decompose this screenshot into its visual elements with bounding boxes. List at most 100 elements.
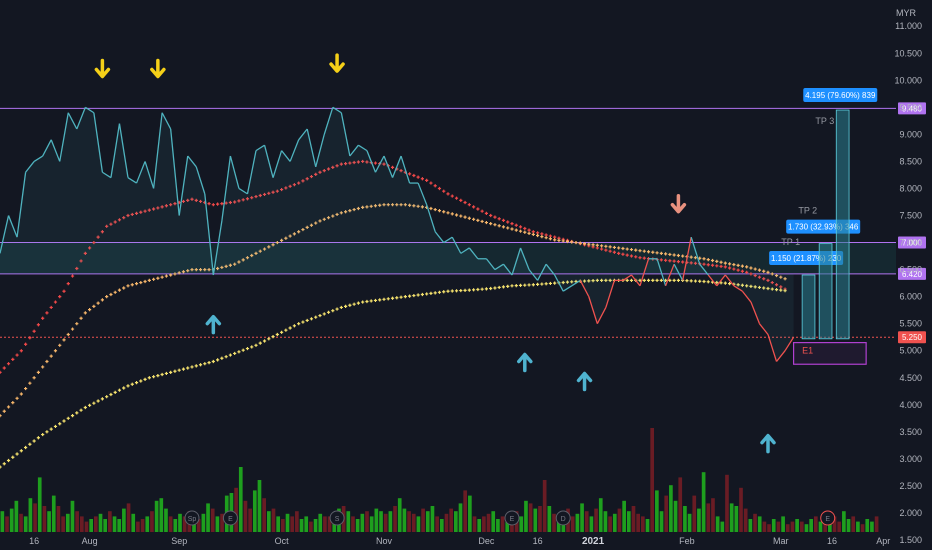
volume-bar [220, 513, 224, 532]
ma-red-point [297, 181, 301, 185]
target-value-box [803, 88, 878, 103]
ma-yellow-point [297, 322, 301, 326]
y-tick-label: 2.500 [899, 481, 922, 491]
ma-orange-point [339, 211, 343, 215]
ma-yellow-point [344, 304, 348, 308]
ma-red-point [612, 250, 616, 254]
ma-red-point [314, 172, 318, 177]
volume-bar [453, 511, 458, 532]
ma-red-point [774, 283, 779, 287]
price-segment [306, 128, 317, 167]
event-marker[interactable] [222, 510, 238, 526]
ma-orange-point [459, 214, 463, 218]
volume-bar [870, 521, 874, 532]
price-segment [750, 301, 761, 324]
ma-red-point [518, 225, 523, 229]
y-tick-label: 1.500 [899, 535, 922, 545]
volume-bar [701, 472, 706, 532]
price-segment [127, 177, 137, 184]
ma-red-point [224, 201, 228, 205]
volume-bar [753, 513, 757, 532]
volume-bar [865, 519, 870, 532]
ma-red-point [173, 202, 177, 206]
volume-bar [678, 477, 683, 532]
ma-yellow-point [685, 279, 689, 283]
price-segment [7, 215, 18, 238]
volume-bar [697, 508, 701, 532]
price-segment [579, 280, 590, 297]
ma-red-point [24, 342, 28, 346]
ma-red-point [437, 186, 442, 191]
ma-yellow-point [604, 278, 608, 283]
volume-bar [285, 513, 290, 532]
ma-yellow-point [45, 430, 49, 434]
ma-orange-point [241, 258, 245, 262]
y-tick-label: 3.000 [899, 454, 922, 464]
ma-red-point [416, 175, 420, 179]
ma-orange-point [621, 246, 625, 251]
price-segment [366, 150, 377, 173]
ma-yellow-point [693, 279, 698, 283]
event-marker[interactable] [555, 510, 571, 526]
ma-red-point [356, 160, 360, 164]
ma-orange-point [591, 243, 595, 247]
event-marker[interactable] [329, 510, 345, 526]
ma-yellow-point [122, 386, 126, 390]
ma-yellow-point [117, 388, 122, 392]
price-segment [741, 290, 752, 303]
ma-yellow-point [331, 309, 335, 313]
ma-orange-point [561, 239, 565, 243]
ma-red-point [284, 186, 288, 190]
volume-bar [687, 513, 692, 532]
ma-red-point [600, 247, 604, 251]
ma-yellow-point [66, 416, 70, 420]
ma-yellow-point [753, 285, 757, 289]
ma-orange-point [732, 263, 736, 267]
volume-bar [837, 521, 842, 532]
level-tag [898, 236, 926, 249]
ma-orange-point [386, 203, 390, 207]
event-marker[interactable] [820, 510, 836, 526]
price-segment [358, 144, 368, 152]
ma-yellow-point [275, 332, 279, 337]
ma-red-point [301, 179, 305, 183]
volume-bar [416, 516, 421, 532]
volume-bar [771, 519, 776, 532]
ma-orange-point [373, 204, 378, 208]
ma-red-point [553, 235, 557, 239]
ma-orange-point [134, 282, 139, 286]
ma-red-point [373, 161, 378, 165]
ma-yellow-point [723, 281, 727, 285]
volume-bar [33, 503, 37, 532]
entry-label: E1 [802, 345, 813, 355]
ma-yellow-point [335, 307, 339, 311]
ma-yellow-point [241, 348, 245, 352]
ma-orange-point [408, 203, 412, 207]
price-segment [690, 236, 701, 265]
volume-bar [776, 521, 781, 532]
ma-red-point [6, 362, 11, 366]
x-tick-label: Nov [376, 536, 393, 546]
ma-orange-point [655, 251, 659, 255]
ma-yellow-point [152, 375, 156, 379]
ma-yellow-point [224, 355, 228, 359]
event-marker[interactable] [504, 510, 520, 526]
ma-yellow-point [408, 294, 412, 298]
volume-bar [813, 516, 818, 532]
ma-yellow-point [544, 282, 548, 286]
ma-orange-point [365, 205, 369, 209]
ma-red-point [100, 230, 104, 234]
price-segment [443, 236, 453, 244]
volume-bar [874, 516, 879, 532]
volume-bar [210, 508, 215, 532]
event-marker[interactable] [184, 510, 200, 526]
ma-red-point [309, 174, 314, 179]
price-segment [400, 155, 411, 184]
price-segment [144, 161, 155, 189]
volume-bar [524, 500, 528, 532]
ma-red-point [365, 160, 369, 164]
ma-orange-point [723, 261, 727, 265]
ma-orange-point [501, 225, 506, 229]
level-tag-label: 5.250 [902, 333, 923, 342]
